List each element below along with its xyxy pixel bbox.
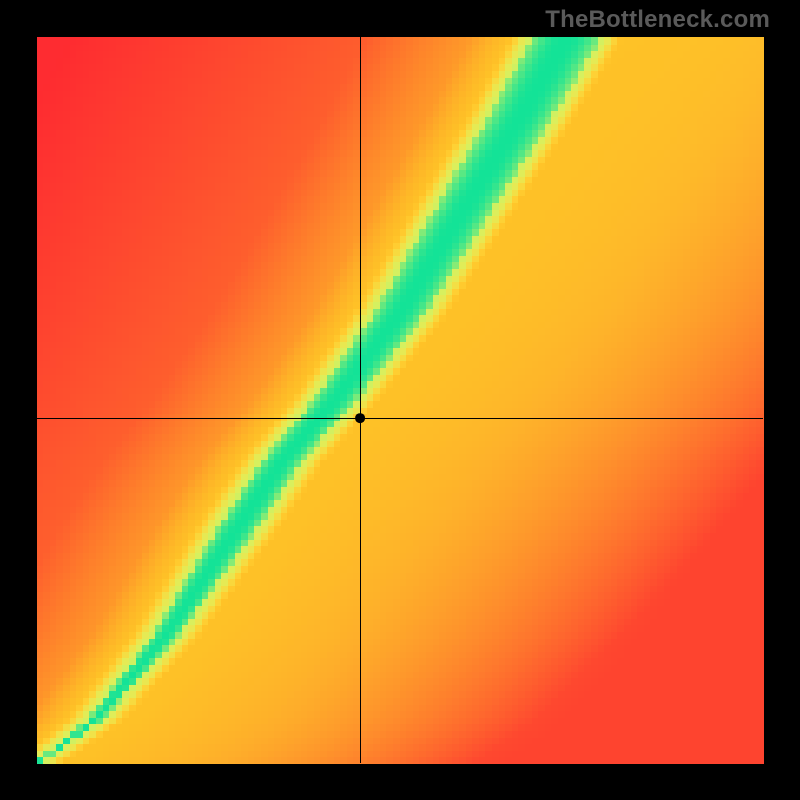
watermark-text: TheBottleneck.com <box>545 6 770 34</box>
chart-container: TheBottleneck.com <box>0 0 800 800</box>
bottleneck-heatmap <box>0 0 800 800</box>
